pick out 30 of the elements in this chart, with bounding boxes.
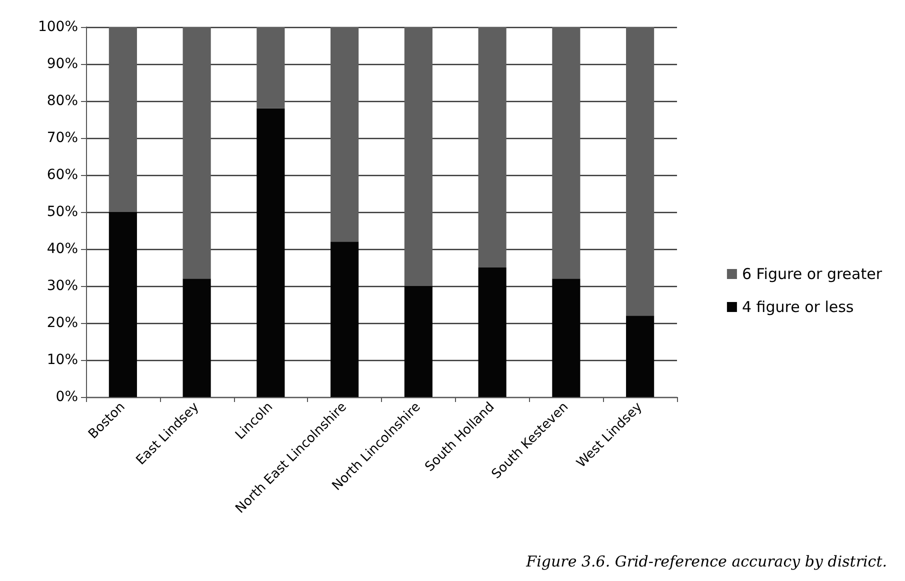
y-tick-label: 20% [46,315,78,331]
legend-label: 6 Figure or greater [742,265,883,283]
y-tick-label: 80% [46,93,78,109]
bar [404,286,432,397]
y-tick-label: 40% [46,241,78,257]
bar [256,27,285,108]
bar [108,212,137,397]
bar [626,316,654,397]
bar [330,27,359,242]
y-tick-label: 0% [56,389,78,405]
y-tick-label: 50% [46,204,78,220]
y-tick-label: 100% [38,19,78,35]
bar [552,278,580,397]
y-tick-label: 60% [46,167,78,183]
bar [478,27,506,268]
bar [182,27,211,279]
bar [626,27,654,316]
caption: Figure 3.6. Grid-reference accuracy by district. [525,552,888,570]
y-tick-label: 10% [46,352,78,368]
y-tick-label: 30% [46,278,78,294]
bar [182,278,211,397]
y-tick-label: 90% [46,56,78,72]
bar [108,27,137,212]
bar [256,108,285,397]
bar [478,268,506,397]
bar [330,242,359,397]
y-tick-label: 70% [46,130,78,146]
bar [404,27,432,286]
bar [552,27,580,279]
legend-label: 4 figure or less [742,298,854,316]
